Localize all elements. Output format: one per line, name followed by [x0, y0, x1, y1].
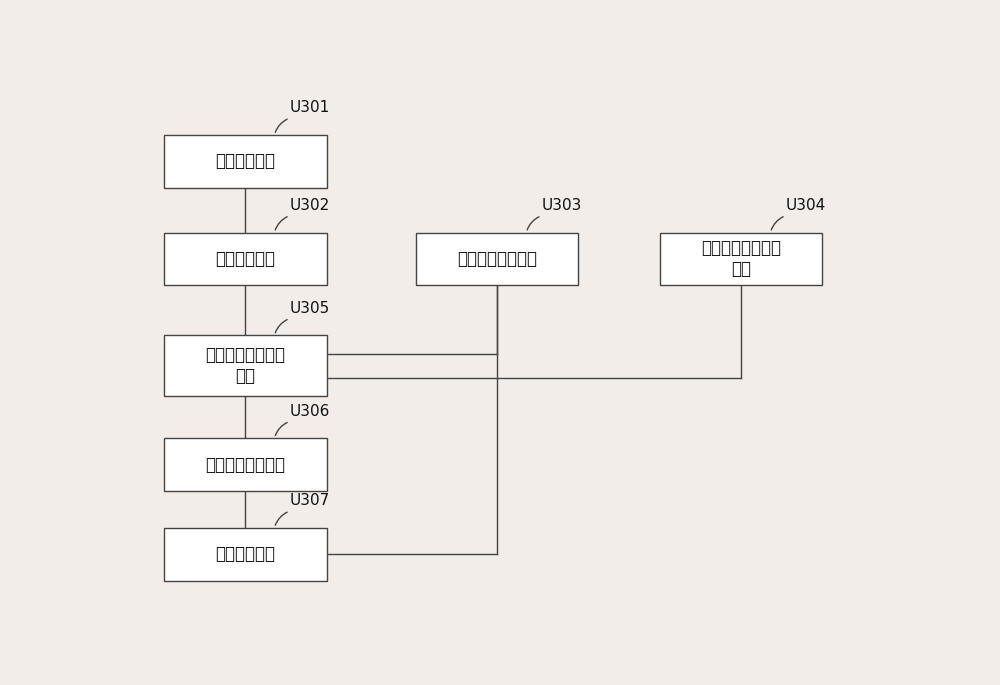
Text: U305: U305 [290, 301, 330, 316]
FancyBboxPatch shape [164, 528, 326, 581]
Text: U307: U307 [290, 493, 330, 508]
FancyBboxPatch shape [164, 336, 326, 396]
Text: U302: U302 [290, 198, 330, 213]
FancyBboxPatch shape [164, 232, 326, 285]
Text: U306: U306 [290, 403, 330, 419]
Text: U304: U304 [786, 198, 826, 213]
Text: 历史轨迹单元: 历史轨迹单元 [215, 250, 275, 268]
Text: U303: U303 [542, 198, 582, 213]
Text: 历史轨迹数据获取
单元: 历史轨迹数据获取 单元 [205, 347, 285, 385]
Text: 路径概率模型单元: 路径概率模型单元 [205, 456, 285, 473]
Text: 轨迹预测单元: 轨迹预测单元 [215, 545, 275, 563]
FancyBboxPatch shape [164, 135, 326, 188]
FancyBboxPatch shape [660, 232, 822, 285]
Text: 路径信息单元: 路径信息单元 [215, 152, 275, 171]
FancyBboxPatch shape [164, 438, 326, 491]
Text: 位置信息接收单元: 位置信息接收单元 [457, 250, 537, 268]
FancyBboxPatch shape [416, 232, 578, 285]
Text: U301: U301 [290, 101, 330, 116]
Text: 定位终端信息接收
单元: 定位终端信息接收 单元 [701, 240, 781, 278]
